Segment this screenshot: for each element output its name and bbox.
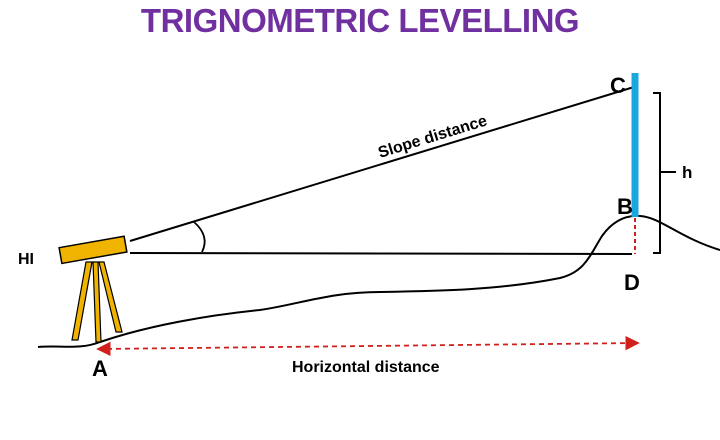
page-title: TRIGNOMETRIC LEVELLING: [140, 2, 580, 39]
label-hi: HI: [18, 251, 34, 268]
label-point-d: D: [624, 270, 640, 295]
label-horizontal-distance: Horizontal distance: [292, 359, 440, 376]
tripod-leg-left: [71, 261, 93, 341]
slope-sight-line: [129, 86, 635, 242]
vertical-angle-arc: [193, 221, 206, 253]
telescope-body: [58, 235, 128, 265]
height-bracket: [653, 92, 661, 254]
ground-profile: [37, 214, 720, 348]
horizontal-sight-line: [129, 252, 633, 255]
tripod-leg-right: [98, 261, 123, 333]
horizontal-distance-arrow: [96, 335, 640, 357]
tripod: [71, 261, 123, 343]
label-point-c: C: [610, 73, 626, 98]
label-height: h: [682, 163, 692, 182]
instrument: [58, 235, 128, 265]
label-point-b: B: [617, 194, 633, 219]
label-point-a: A: [92, 356, 108, 381]
tripod-leg-middle: [92, 261, 102, 343]
